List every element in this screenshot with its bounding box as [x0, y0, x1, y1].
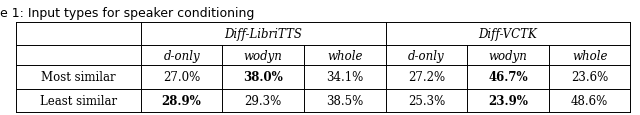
Text: wodyn: wodyn [488, 49, 527, 62]
Text: 38.0%: 38.0% [243, 71, 283, 84]
Text: 27.2%: 27.2% [408, 71, 445, 84]
Text: Diff-LibriTTS: Diff-LibriTTS [224, 28, 302, 41]
Text: 46.7%: 46.7% [488, 71, 528, 84]
Text: Most similar: Most similar [41, 71, 116, 84]
Text: 25.3%: 25.3% [408, 94, 445, 107]
Text: 48.6%: 48.6% [571, 94, 608, 107]
Text: whole: whole [327, 49, 362, 62]
Text: Diff-VCTK: Diff-VCTK [479, 28, 538, 41]
Text: Least similar: Least similar [40, 94, 117, 107]
Text: 27.0%: 27.0% [163, 71, 200, 84]
Text: 29.3%: 29.3% [244, 94, 282, 107]
Text: wodyn: wodyn [244, 49, 283, 62]
Text: 23.6%: 23.6% [571, 71, 608, 84]
Text: d-only: d-only [163, 49, 200, 62]
Text: 38.5%: 38.5% [326, 94, 364, 107]
Text: whole: whole [572, 49, 607, 62]
Text: 28.9%: 28.9% [162, 94, 202, 107]
Text: 23.9%: 23.9% [488, 94, 528, 107]
Text: 34.1%: 34.1% [326, 71, 364, 84]
Text: d-only: d-only [408, 49, 445, 62]
Text: e 1: Input types for speaker conditioning: e 1: Input types for speaker conditionin… [0, 7, 259, 20]
